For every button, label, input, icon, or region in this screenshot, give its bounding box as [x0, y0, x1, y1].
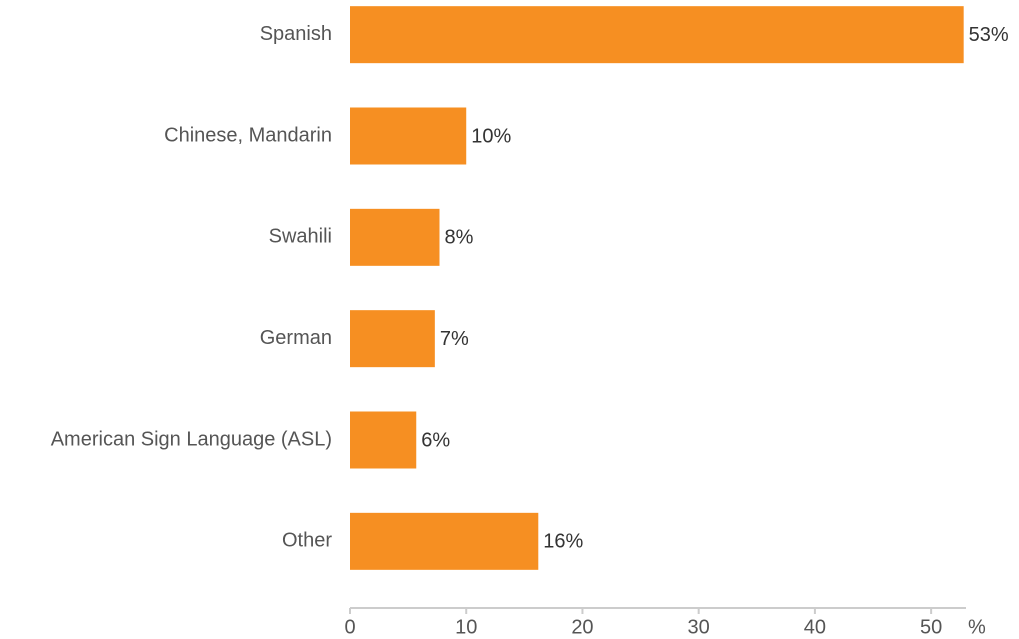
x-tick-label: 10	[455, 616, 477, 638]
x-tick-label: 30	[688, 616, 710, 638]
bar	[350, 310, 435, 368]
y-tick-label: Chinese, Mandarin	[164, 124, 332, 146]
x-tick-label: 0	[344, 616, 355, 638]
bar	[350, 208, 440, 266]
y-tick-label: Spanish	[260, 23, 332, 45]
x-tick-label: 40	[804, 616, 826, 638]
bar	[350, 6, 964, 64]
x-tick-label: 20	[571, 616, 593, 638]
y-tick-label: Swahili	[269, 226, 332, 248]
x-tick-label: 50	[920, 616, 942, 638]
value-label: 8%	[444, 227, 473, 249]
value-label: 7%	[440, 328, 469, 350]
y-tick-label: German	[260, 327, 332, 349]
bar	[350, 411, 417, 469]
value-label: 10%	[471, 125, 511, 147]
y-tick-label: American Sign Language (ASL)	[51, 428, 332, 450]
value-label: 53%	[969, 24, 1009, 46]
value-label: 6%	[421, 429, 450, 451]
x-axis-label: %	[968, 616, 986, 638]
y-tick-label: Other	[282, 530, 332, 552]
value-label: 16%	[543, 531, 583, 553]
bar	[350, 107, 467, 165]
bar	[350, 512, 539, 570]
